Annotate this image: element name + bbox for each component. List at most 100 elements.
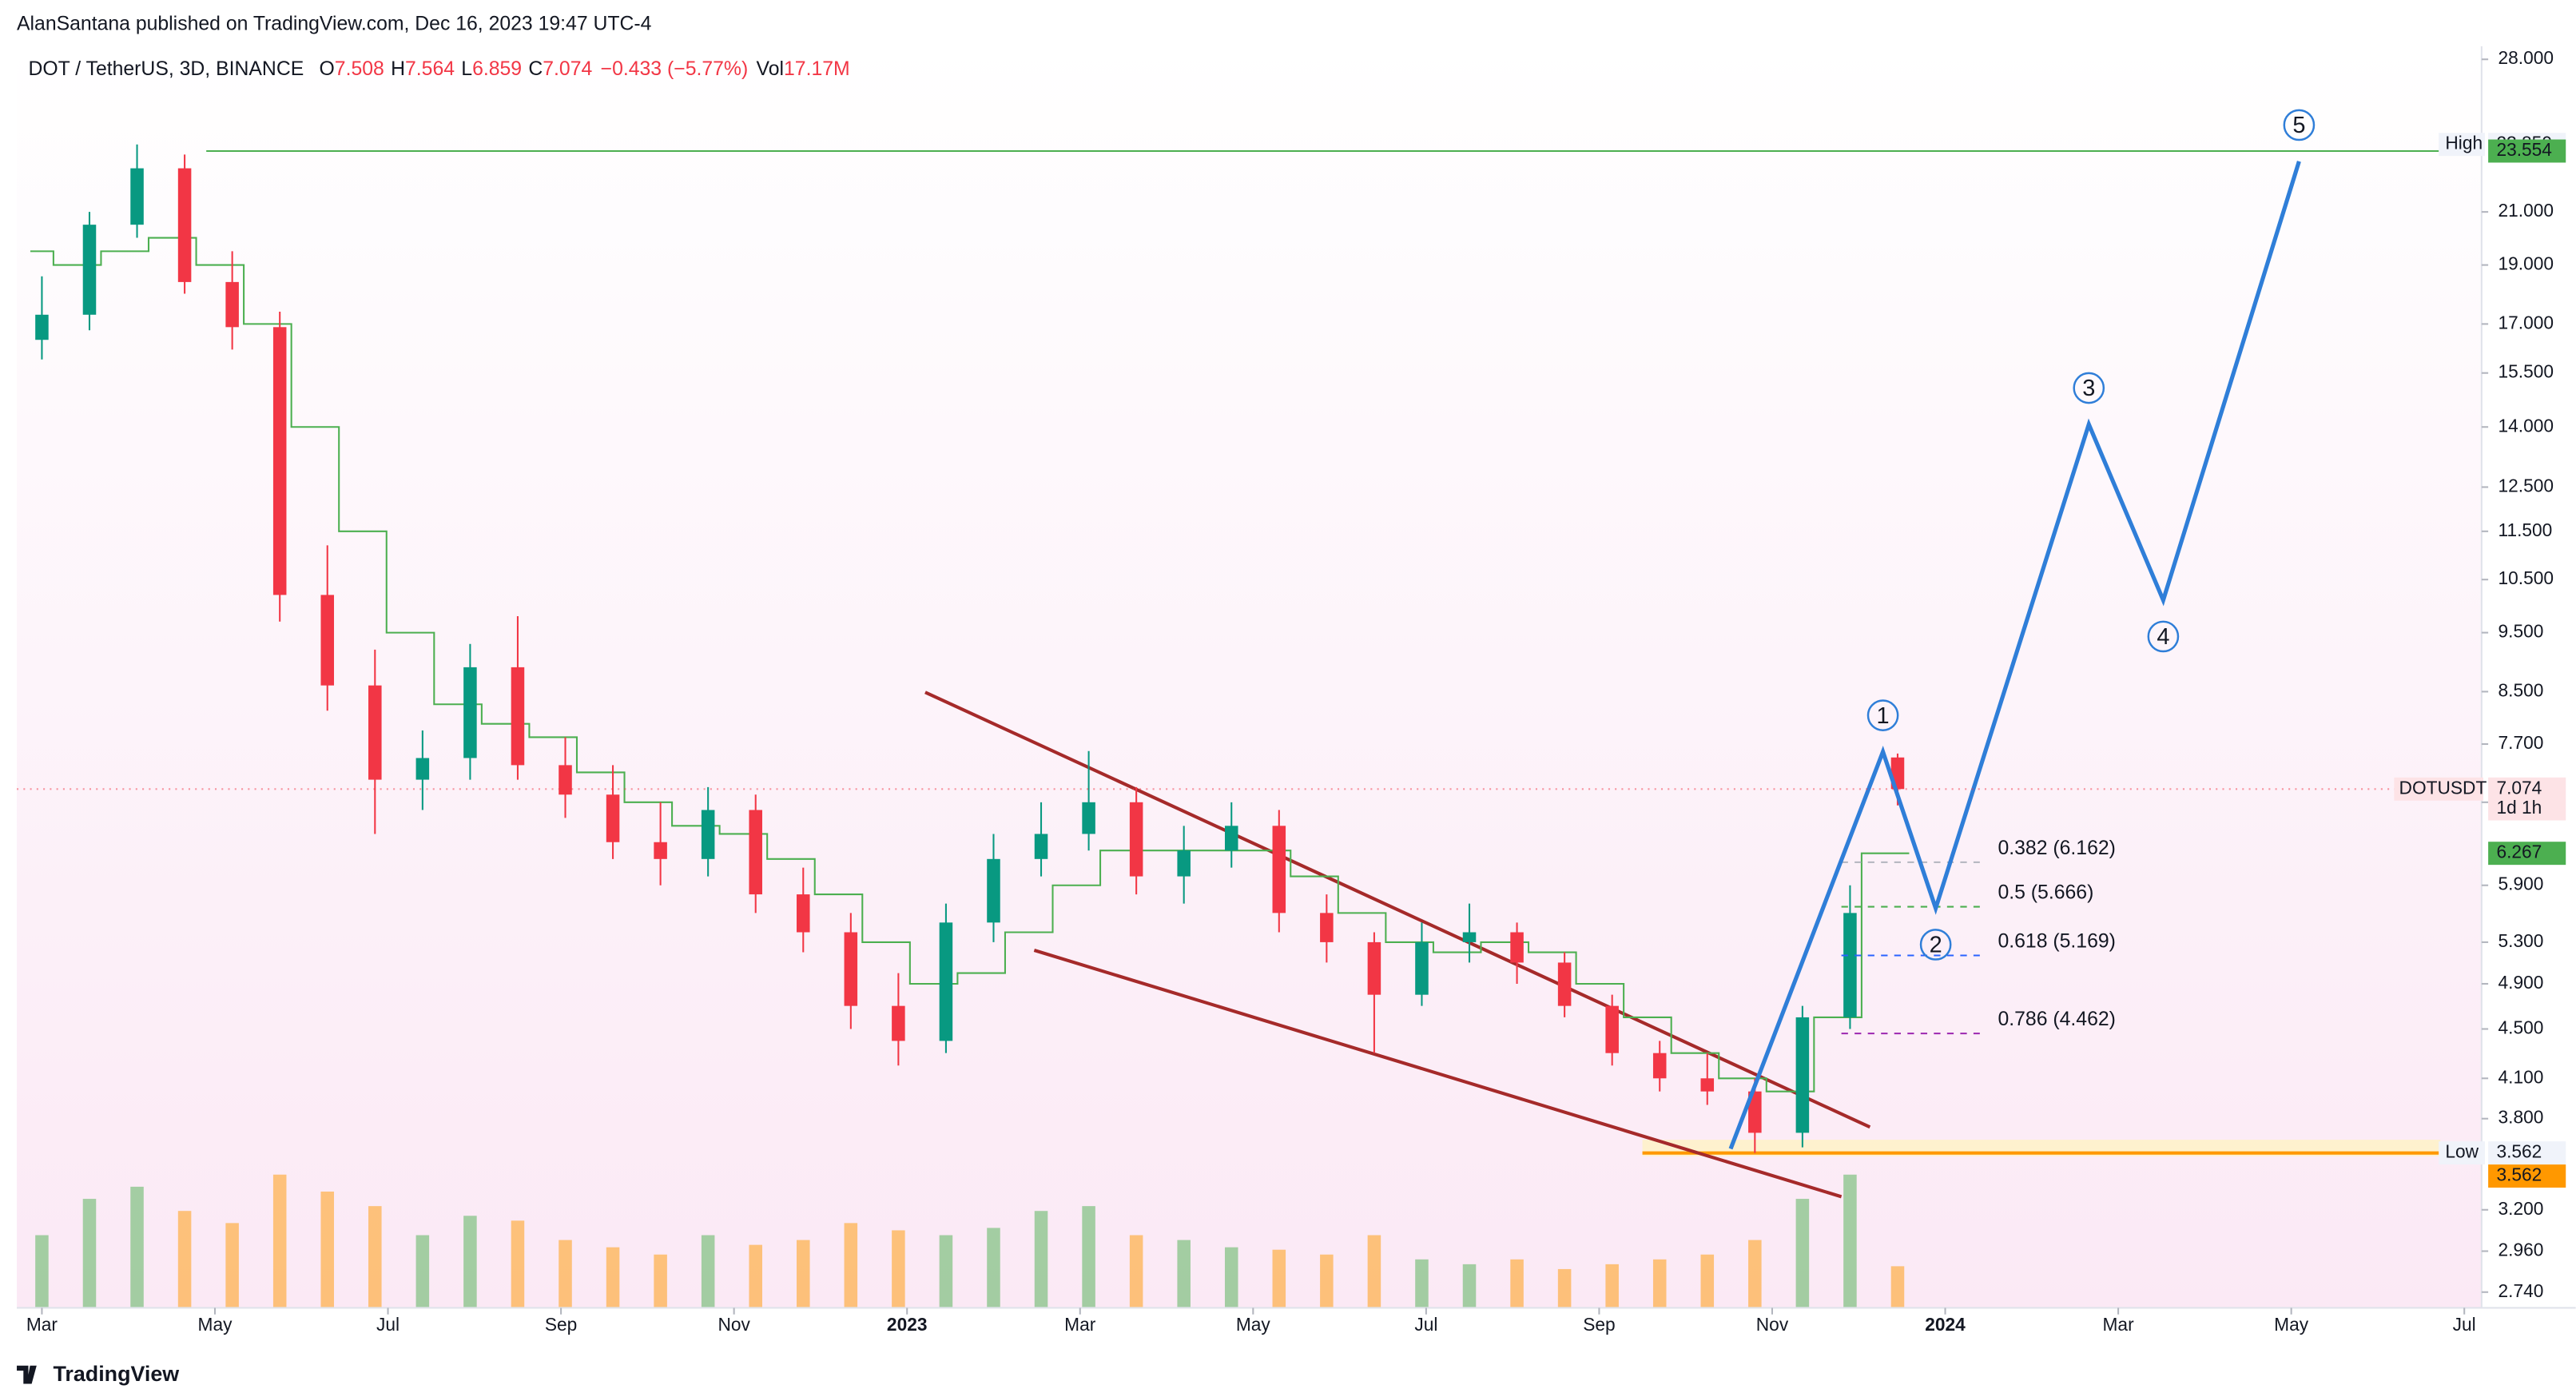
high-line-box <box>2488 139 2566 163</box>
volume-bar <box>1890 1266 1905 1308</box>
field-value: 7.564 <box>405 58 455 79</box>
y-tick-label: 15.500 <box>2498 361 2554 382</box>
volume-bar <box>1367 1235 1381 1308</box>
candle-body <box>797 894 810 933</box>
last-price-box <box>2488 777 2566 821</box>
candle-body <box>1129 802 1143 877</box>
y-tick-label: 21.000 <box>2498 200 2554 221</box>
ma-line <box>30 237 1910 1093</box>
candle-body <box>463 667 477 758</box>
price-name: Low <box>2445 1141 2479 1162</box>
volume-bar <box>272 1174 287 1308</box>
candle-body <box>272 327 287 595</box>
candle-body <box>606 794 620 842</box>
field-value: 7.508 <box>335 58 384 79</box>
price-value-box <box>2488 1141 2566 1165</box>
x-tick-label: Jul <box>2453 1314 2476 1335</box>
field-key: C <box>528 58 543 79</box>
candle-body <box>1320 913 1334 942</box>
volume-bar <box>1605 1264 1619 1308</box>
volume-bar <box>1843 1174 1857 1308</box>
volume-key: Vol <box>757 58 784 79</box>
candle-body <box>368 685 382 780</box>
candle-body <box>1605 1005 1619 1053</box>
y-tick-label: 4.500 <box>2498 1017 2544 1038</box>
volume-bar <box>654 1254 667 1308</box>
volume-value: 17.17M <box>784 58 850 79</box>
price-name-box <box>2439 133 2485 157</box>
candle-body <box>987 858 1000 923</box>
volume-bar <box>1700 1254 1715 1308</box>
field-key: H <box>391 58 405 79</box>
y-tick-label: 10.500 <box>2498 567 2554 588</box>
volume-bar <box>1652 1259 1667 1308</box>
volume-bar <box>1415 1259 1429 1308</box>
volume-bar <box>1177 1240 1191 1308</box>
candle-body <box>749 810 762 895</box>
y-tick-label: 11.500 <box>2498 519 2553 540</box>
field-value: 7.074 <box>543 58 592 79</box>
y-tick-label: 3.800 <box>2498 1107 2544 1128</box>
wave-label: 4 <box>2157 624 2169 650</box>
y-tick-label: 14.000 <box>2498 415 2554 436</box>
wave-circle <box>1919 929 1952 961</box>
wave-circle <box>2147 620 2180 653</box>
x-tick-label: 2024 <box>1925 1314 1966 1335</box>
candle-body <box>415 758 430 780</box>
volume-bar <box>1272 1249 1286 1308</box>
y-tick-label: 2.740 <box>2498 1280 2544 1301</box>
fib-label: 0.382 (6.162) <box>1998 838 2115 859</box>
candle-body <box>701 810 715 859</box>
symbol: DOT / TetherUS, 3D, BINANCE <box>28 58 304 79</box>
last-price-label: 7.074 <box>2496 777 2542 798</box>
volume-bar <box>82 1199 97 1308</box>
volume-bar <box>892 1230 905 1308</box>
volume-bar <box>606 1247 620 1308</box>
candle-body <box>1700 1078 1715 1092</box>
candle-body <box>177 168 192 282</box>
volume-bar <box>749 1244 762 1308</box>
wave-circle <box>1866 699 1899 731</box>
candle-body <box>1415 941 1429 995</box>
high-line-label: 23.554 <box>2496 139 2552 160</box>
wave-label: 3 <box>2082 376 2095 401</box>
fib-label: 0.5 (5.666) <box>1998 882 2093 904</box>
y-tick-label: 5.300 <box>2498 930 2544 951</box>
candle-body <box>320 595 335 686</box>
candle-body <box>559 765 572 795</box>
candle-body <box>1082 802 1095 834</box>
field-value: 6.859 <box>472 58 522 79</box>
y-tick-label: 4.100 <box>2498 1066 2544 1087</box>
wave-label: 5 <box>2292 113 2305 138</box>
x-tick-label: May <box>198 1314 233 1335</box>
wedge-line <box>1033 949 1843 1199</box>
y-tick-label: 2.960 <box>2498 1240 2544 1260</box>
footer-logo: TradingView <box>17 1362 179 1386</box>
y-tick-label: 5.900 <box>2498 874 2544 894</box>
low-zone-box <box>2488 1164 2566 1188</box>
price-axis-background <box>2481 46 2576 1308</box>
symbol-header: DOT / TetherUS, 3D, BINANCE O7.508 H7.564… <box>28 58 849 79</box>
volume-bar <box>35 1235 49 1308</box>
volume-bar <box>1462 1264 1477 1308</box>
candle-body <box>654 842 667 859</box>
volume-bar <box>701 1235 715 1308</box>
field-key: O <box>320 58 335 79</box>
field-key: L <box>461 58 472 79</box>
price-name-box <box>2439 1141 2485 1165</box>
volume-bar <box>797 1240 810 1308</box>
candle-body <box>1034 834 1048 859</box>
y-tick-label: 3.200 <box>2498 1198 2544 1219</box>
y-tick-label: 8.500 <box>2498 679 2544 700</box>
x-tick-label: Jul <box>376 1314 400 1335</box>
volume-bar <box>1748 1240 1762 1308</box>
footer-brand: TradingView <box>53 1362 179 1386</box>
fib-label: 0.618 (5.169) <box>1998 931 2115 953</box>
candle-body <box>82 225 97 315</box>
y-tick-label: 12.500 <box>2498 475 2554 496</box>
low-zone-label: 3.562 <box>2496 1164 2542 1185</box>
volume-bar <box>130 1186 144 1308</box>
x-tick-label: 2023 <box>887 1314 928 1335</box>
candle-body <box>1510 932 1524 963</box>
